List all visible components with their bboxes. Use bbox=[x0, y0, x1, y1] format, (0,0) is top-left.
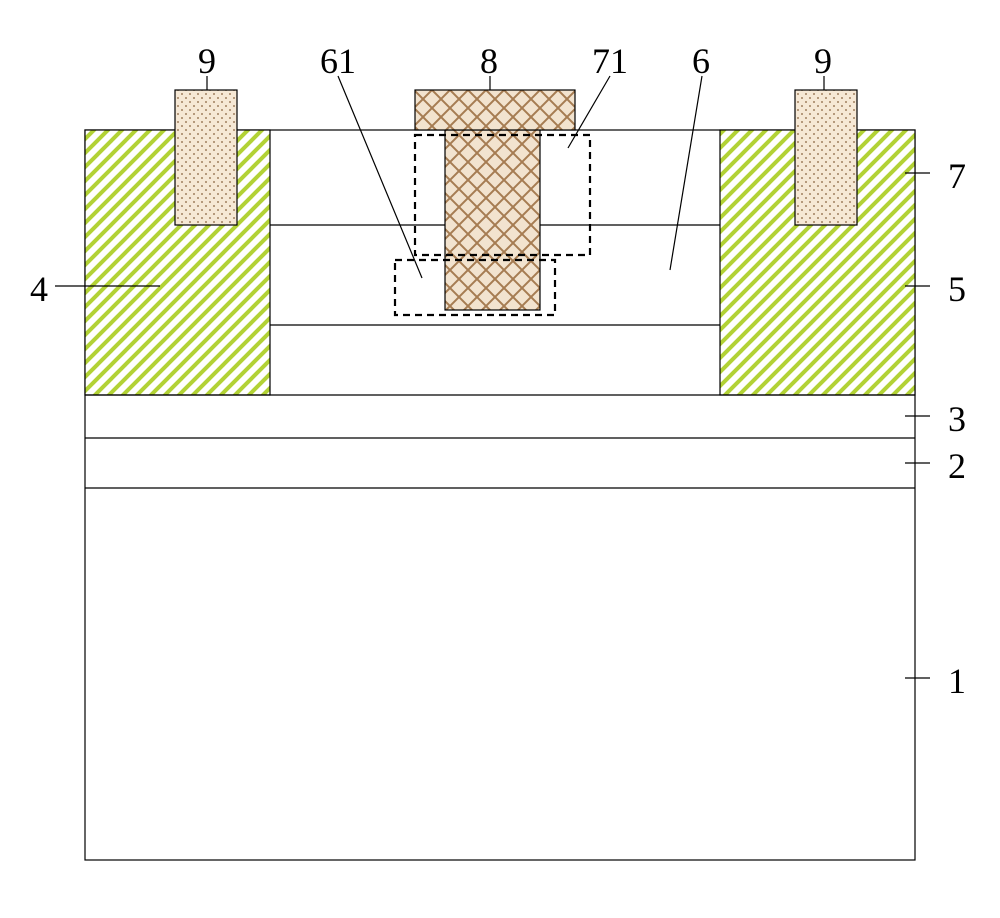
label-8: 8 bbox=[480, 40, 498, 82]
label-4: 4 bbox=[30, 268, 48, 310]
label-9a: 9 bbox=[198, 40, 216, 82]
label-2: 2 bbox=[948, 445, 966, 487]
device-cross-section-diagram bbox=[0, 0, 1000, 918]
drawing-group bbox=[55, 76, 930, 860]
label-5: 5 bbox=[948, 268, 966, 310]
label-71: 71 bbox=[592, 40, 628, 82]
gate-stem bbox=[445, 130, 540, 310]
contact-9-left bbox=[175, 90, 237, 225]
label-7: 7 bbox=[948, 155, 966, 197]
contact-9-right bbox=[795, 90, 857, 225]
label-3: 3 bbox=[948, 398, 966, 440]
label-6: 6 bbox=[692, 40, 710, 82]
label-61: 61 bbox=[320, 40, 356, 82]
label-1: 1 bbox=[948, 660, 966, 702]
gate-cap-8 bbox=[415, 90, 575, 130]
label-9b: 9 bbox=[814, 40, 832, 82]
